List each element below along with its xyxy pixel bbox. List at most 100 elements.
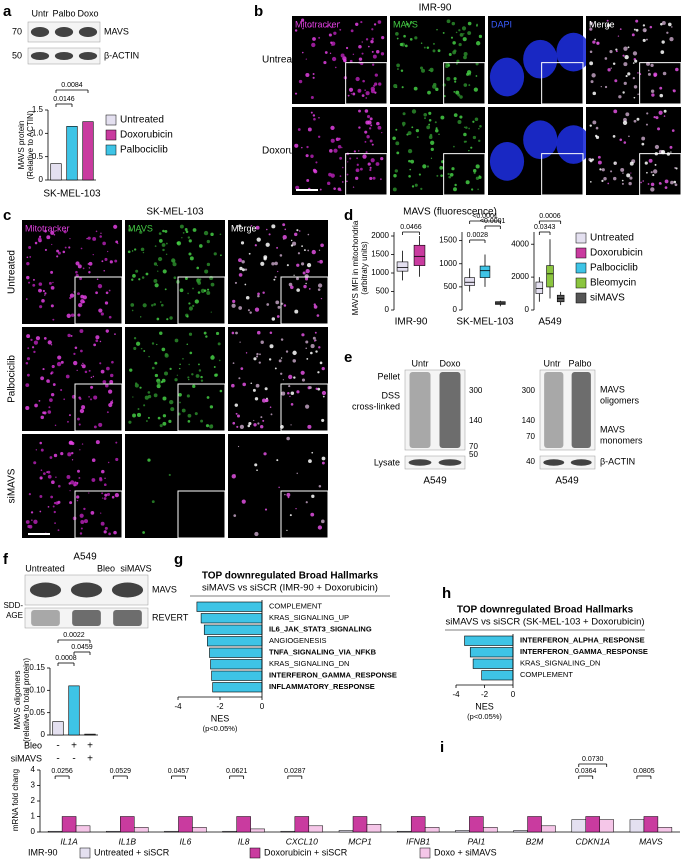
signal bbox=[435, 127, 438, 130]
signal bbox=[599, 168, 602, 171]
y-tick-label: 0.5 bbox=[32, 152, 44, 161]
y-tick-label: 3 bbox=[31, 781, 36, 790]
signal bbox=[392, 136, 396, 141]
signal bbox=[653, 169, 658, 174]
signal bbox=[440, 174, 443, 177]
signal bbox=[238, 377, 241, 380]
signal bbox=[158, 239, 163, 243]
signal bbox=[369, 139, 373, 143]
signal bbox=[430, 157, 433, 159]
signal bbox=[270, 413, 273, 416]
signal bbox=[253, 423, 257, 427]
signal bbox=[358, 150, 360, 152]
signal bbox=[342, 181, 344, 183]
blot-label: β-ACTIN bbox=[600, 456, 635, 466]
signal bbox=[342, 166, 344, 169]
y-tick-label: 4000 bbox=[511, 239, 529, 248]
signal bbox=[295, 185, 300, 190]
signal bbox=[102, 241, 106, 246]
signal bbox=[48, 406, 51, 409]
signal bbox=[353, 150, 356, 153]
mw-marker: 40 bbox=[526, 457, 535, 466]
band-label: MAVS bbox=[152, 584, 177, 594]
signal bbox=[256, 237, 261, 242]
x-tick-label: IL1A bbox=[60, 836, 78, 846]
signal bbox=[95, 339, 99, 343]
signal bbox=[135, 341, 141, 346]
signal bbox=[73, 352, 76, 355]
signal bbox=[196, 279, 201, 284]
signal bbox=[139, 386, 142, 389]
signal bbox=[409, 38, 413, 41]
signal bbox=[93, 395, 98, 400]
signal bbox=[303, 284, 307, 289]
signal bbox=[401, 121, 406, 126]
p-value: 0.0466 bbox=[400, 224, 422, 231]
signal bbox=[463, 83, 468, 87]
bar bbox=[200, 613, 263, 624]
signal bbox=[282, 379, 284, 381]
signal bbox=[250, 382, 253, 385]
x-tick-label: IFNB1 bbox=[406, 836, 430, 846]
signal bbox=[56, 249, 60, 253]
signal bbox=[352, 53, 355, 56]
signal bbox=[625, 112, 630, 117]
signal bbox=[28, 281, 31, 284]
signal bbox=[366, 114, 371, 119]
signal bbox=[466, 70, 472, 75]
signal bbox=[69, 501, 73, 505]
signal bbox=[282, 235, 287, 240]
signal bbox=[81, 405, 86, 410]
signal bbox=[185, 277, 188, 280]
y-tick-label: 2 bbox=[31, 796, 36, 805]
signal bbox=[333, 148, 338, 153]
signal bbox=[55, 476, 57, 479]
signal bbox=[63, 398, 66, 401]
signal bbox=[75, 261, 80, 266]
panel-letter: c bbox=[3, 207, 11, 224]
inset-frame bbox=[541, 153, 584, 196]
signal bbox=[667, 22, 672, 27]
signal bbox=[56, 361, 62, 367]
signal bbox=[146, 420, 148, 422]
inset-frame bbox=[280, 276, 329, 325]
signal bbox=[283, 304, 287, 307]
signal bbox=[478, 34, 483, 39]
y-axis-label: mRNA fold chang bbox=[11, 769, 20, 831]
signal bbox=[365, 91, 370, 96]
signal bbox=[239, 424, 244, 429]
signal bbox=[634, 59, 638, 63]
signal bbox=[50, 285, 55, 290]
signal bbox=[303, 249, 306, 252]
signal bbox=[467, 31, 472, 35]
signal bbox=[305, 73, 310, 78]
bar bbox=[84, 733, 96, 736]
signal bbox=[341, 146, 343, 149]
signal bbox=[620, 167, 625, 172]
signal bbox=[472, 169, 477, 173]
signal bbox=[310, 351, 313, 355]
y-axis-label: (Relative to ACTIN) bbox=[26, 110, 35, 179]
micrograph bbox=[22, 220, 122, 324]
signal bbox=[301, 378, 306, 382]
signal bbox=[589, 181, 592, 183]
category-label: KRAS_SIGNALING_UP bbox=[269, 613, 349, 622]
x-tick-label: B2M bbox=[526, 836, 544, 846]
signal bbox=[392, 187, 397, 192]
signal bbox=[340, 53, 345, 58]
signal bbox=[103, 497, 107, 500]
signal bbox=[305, 58, 307, 60]
signal bbox=[596, 41, 600, 45]
signal bbox=[414, 36, 418, 40]
band bbox=[30, 52, 50, 60]
signal bbox=[25, 405, 30, 411]
signal bbox=[408, 174, 411, 178]
signal bbox=[415, 129, 420, 133]
signal bbox=[77, 313, 81, 317]
signal bbox=[269, 344, 274, 349]
signal bbox=[90, 385, 94, 389]
blot-label: Lysate bbox=[374, 457, 400, 467]
signal bbox=[283, 238, 285, 240]
signal bbox=[166, 318, 169, 321]
signal bbox=[131, 309, 134, 312]
